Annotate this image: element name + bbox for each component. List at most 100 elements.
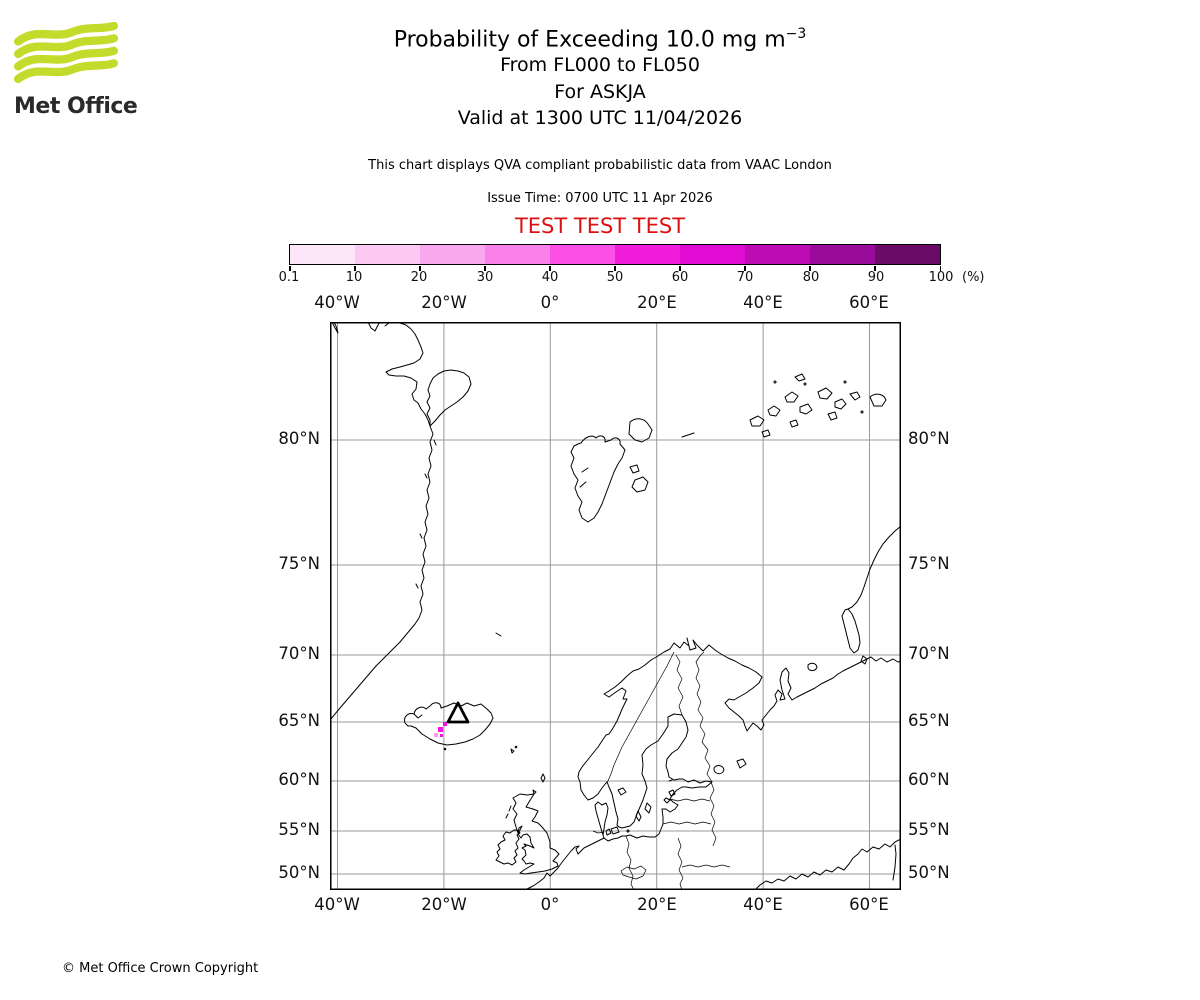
colorbar-tick — [744, 266, 746, 271]
coast-fjl — [749, 415, 765, 427]
coast-islet — [443, 747, 447, 751]
border-czech — [620, 865, 647, 880]
coast-caspian — [754, 838, 901, 890]
colorbar-segment — [745, 245, 810, 264]
colorbar-segment — [485, 245, 550, 264]
coast-fjl — [834, 398, 847, 410]
coast-funen — [605, 828, 612, 836]
logo-text: Met Office — [14, 94, 138, 119]
met-office-logo: Met Office — [14, 21, 144, 119]
border-baltics — [709, 781, 717, 847]
coast-greenland-islet — [424, 473, 428, 479]
coast-novaya-zemlya — [847, 525, 901, 610]
issue-time: Issue Time: 0700 UTC 11 Apr 2026 — [487, 191, 713, 206]
lat-label-right: 65°N — [908, 711, 950, 730]
coast-greenland — [330, 322, 472, 721]
lat-label-left: 75°N — [278, 554, 320, 573]
colorbar-segment — [680, 245, 745, 264]
colorbar-segment — [875, 245, 940, 264]
border-belarus-ukraine — [681, 864, 731, 868]
page-title: Probability of Exceeding 10.0 mg m−3 — [393, 26, 807, 53]
border-estonia-latvia — [669, 798, 711, 802]
lon-label-bottom: 0° — [540, 895, 560, 914]
lon-label-bottom: 40°W — [314, 895, 360, 914]
coast-fjl — [761, 429, 771, 438]
coast-greenland-islet — [433, 439, 437, 446]
coast-fjl — [817, 387, 833, 400]
probability-colorbar — [289, 244, 941, 265]
colorbar-label: 10 — [345, 270, 363, 285]
coast-kvitoya — [681, 432, 695, 438]
colorbar-label: 60 — [671, 270, 689, 285]
coast-greenland-islet — [419, 533, 423, 539]
map-canvas — [330, 322, 901, 890]
volcano-triangle-icon — [446, 701, 470, 724]
coast-vaygach — [860, 655, 868, 665]
colorbar-segment — [615, 245, 680, 264]
border-latvia-lithuania — [662, 821, 712, 825]
colorbar-segment — [290, 245, 355, 264]
coast-fjl — [789, 419, 799, 428]
probability-cell — [438, 727, 443, 732]
coast-oland — [635, 810, 642, 822]
lon-label-bottom: 20°E — [637, 895, 677, 914]
colorbar-tick — [614, 266, 616, 271]
colorbar-label: 100 — [928, 270, 954, 285]
border-finland-russia — [695, 651, 713, 783]
coast-novaya-zemlya — [841, 608, 861, 654]
lat-label-left: 55°N — [278, 820, 320, 839]
logo-wave — [14, 34, 118, 59]
coast-hiiumaa — [663, 797, 671, 804]
coast-greenland — [331, 322, 339, 334]
lake-vanern — [617, 787, 627, 796]
colorbar-label: 50 — [606, 270, 624, 285]
colorbar-tick — [419, 266, 421, 271]
coast-edgeoya — [631, 476, 649, 493]
lon-label-top: 40°W — [314, 293, 360, 312]
probability-cell — [440, 734, 443, 737]
lon-label-top: 60°E — [849, 293, 889, 312]
colorbar-label: 90 — [867, 270, 885, 285]
coast-shetland — [540, 773, 546, 783]
colorbar-segment — [420, 245, 485, 264]
probability-cell — [443, 722, 447, 726]
lake-ladoga — [713, 765, 725, 775]
colorbar-label: 80 — [802, 270, 820, 285]
border-norway-sweden — [606, 651, 675, 784]
logo-waves-icon — [14, 21, 118, 84]
lat-label-left: 80°N — [278, 429, 320, 448]
coast-hebrides — [505, 805, 512, 819]
lon-label-top: 20°W — [421, 293, 467, 312]
colorbar-tick — [484, 266, 486, 271]
coast-saaremaa — [668, 789, 676, 797]
coast-kolguyev — [807, 662, 818, 671]
probability-patch — [434, 722, 447, 737]
lat-label-left: 65°N — [278, 711, 320, 730]
lat-label-left: 50°N — [278, 863, 320, 882]
colorbar-tick — [809, 266, 811, 271]
lon-label-top: 20°E — [637, 293, 677, 312]
coast-caspian-spur — [892, 844, 897, 881]
coast-bornholm — [626, 829, 630, 833]
map-svg — [330, 322, 901, 890]
coast-faroes — [510, 748, 515, 754]
copyright-notice: © Met Office Crown Copyright — [62, 961, 259, 976]
coast-fjl — [784, 391, 799, 403]
probability-cell-light — [434, 733, 438, 737]
coast-faroes-dot — [514, 745, 518, 749]
colorbar-tick — [874, 266, 876, 271]
coast-greenland — [367, 322, 381, 332]
coast-fjl-dot — [843, 380, 847, 384]
coast-svalbard-fjord — [579, 467, 589, 488]
coast-fjl-dot — [860, 410, 864, 414]
colorbar-tick — [679, 266, 681, 271]
coast-great-britain — [512, 793, 560, 875]
border-sweden-finland — [675, 654, 684, 716]
colorbar-label: 30 — [476, 270, 494, 285]
qva-note: This chart displays QVA compliant probab… — [368, 158, 832, 173]
lake-onega — [736, 758, 747, 769]
colorbar-label: 70 — [736, 270, 754, 285]
lat-label-right: 75°N — [908, 554, 950, 573]
subtitle-volcano: For ASKJA — [554, 80, 646, 103]
lon-label-top: 40°E — [743, 293, 783, 312]
